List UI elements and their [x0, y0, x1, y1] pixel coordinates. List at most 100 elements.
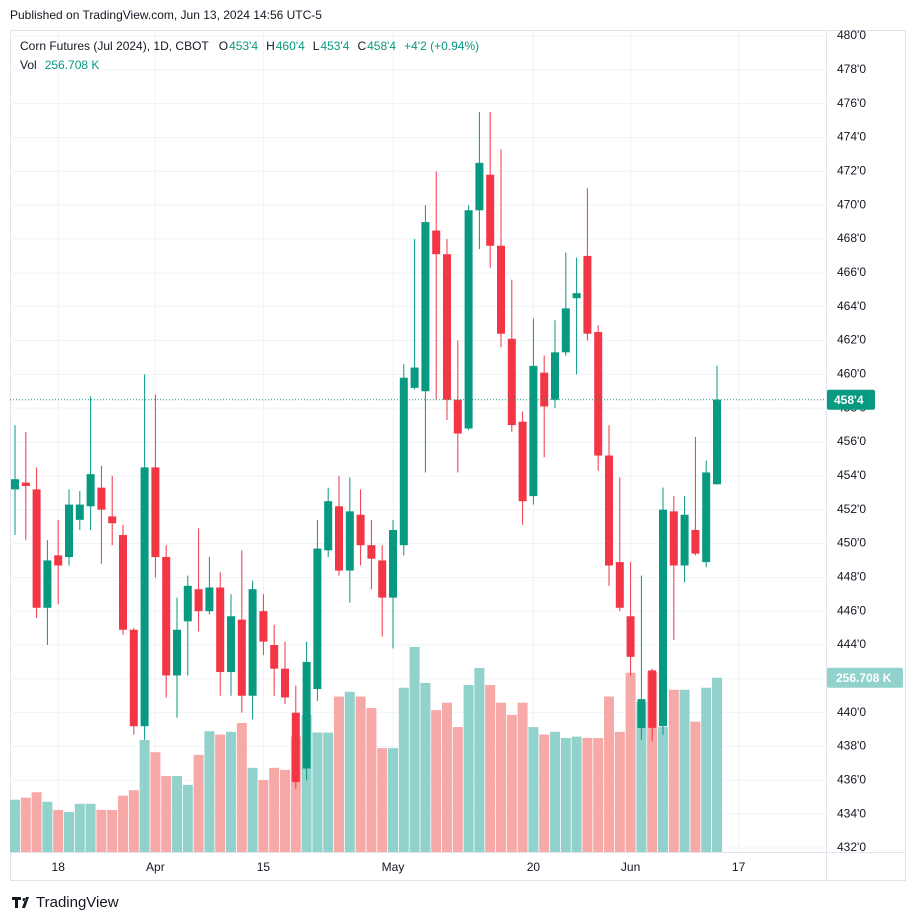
candle-body [281, 668, 289, 698]
candle-body [183, 585, 192, 622]
volume-bar [431, 710, 442, 852]
y-tick-label: 474'0 [837, 130, 866, 144]
volume-bar [42, 801, 53, 852]
y-tick-label: 454'0 [837, 468, 866, 482]
candles [11, 112, 721, 789]
candle-body [507, 338, 516, 426]
y-tick-label: 450'0 [837, 536, 866, 550]
candle-body [572, 293, 581, 299]
candle-body [173, 629, 181, 676]
candle-body [313, 548, 322, 689]
y-tick-label: 460'0 [837, 367, 866, 381]
candle-body [227, 616, 235, 673]
candle-body [237, 619, 246, 696]
volume-bar [96, 809, 107, 852]
volume-bar [344, 691, 355, 852]
volume-bar [323, 732, 334, 852]
volume-bar [366, 708, 377, 852]
candle-body [32, 489, 41, 608]
volume-bar [604, 696, 614, 852]
axes: 432'0434'0436'0438'0440'0442'0444'0446'0… [10, 28, 903, 874]
candle-body [432, 230, 441, 255]
candle-body [205, 587, 214, 612]
candle-body [11, 479, 19, 490]
volume-bar [74, 803, 85, 852]
candle-body [399, 377, 408, 546]
y-tick-label: 436'0 [837, 773, 866, 787]
candle-body [551, 352, 559, 400]
volume-bar [236, 723, 247, 852]
candle-body [248, 589, 257, 696]
x-tick-label: Apr [146, 860, 165, 874]
volume-bar [452, 727, 463, 852]
candle-body [410, 367, 419, 388]
candle-body [659, 509, 667, 727]
candle-body [421, 222, 430, 392]
x-tick-label: Jun [621, 860, 640, 874]
volume-bar [85, 803, 96, 852]
volume-bar [355, 696, 366, 852]
y-tick-label: 462'0 [837, 333, 866, 347]
y-tick-label: 438'0 [837, 739, 866, 753]
legend-key: C [357, 39, 366, 53]
volume-bar [150, 752, 161, 852]
candle-body [378, 560, 387, 598]
candle-body [140, 467, 149, 727]
volume-bar [118, 795, 128, 852]
brand-name: TradingView [36, 894, 119, 911]
y-tick-label: 446'0 [837, 603, 866, 617]
volume-bar [463, 685, 474, 852]
volume-bar [280, 769, 290, 852]
y-tick-label: 466'0 [837, 265, 866, 279]
volume-bar [582, 737, 593, 852]
volume-bar [517, 702, 528, 852]
legend-value: 460'4 [276, 39, 305, 53]
logo [12, 897, 29, 908]
y-tick-label: 440'0 [837, 705, 866, 719]
brand: TradingView [12, 894, 119, 911]
volume-bar [182, 784, 193, 852]
volume-bar [204, 731, 215, 852]
candle-body [345, 511, 354, 571]
legend: Corn Futures (Jul 2024), 1D, CBOT O 453'4 H… [20, 39, 479, 72]
volume-bar [226, 731, 236, 852]
volume-bar [409, 647, 420, 852]
candle-body [335, 506, 343, 571]
volume-bar [193, 754, 204, 852]
candle-body [43, 560, 52, 608]
volume-bar [334, 696, 344, 852]
volume-bar [614, 731, 625, 852]
volume-bar [625, 672, 636, 852]
x-tick-label: 20 [527, 860, 541, 874]
volume-tag [827, 667, 903, 688]
volume-bar [377, 748, 388, 852]
candle-body [680, 514, 689, 566]
last-price-label: 458'4 [834, 393, 864, 407]
candle-body [86, 474, 95, 507]
volume-bar [636, 701, 647, 852]
candle-body [54, 555, 63, 566]
y-tick-label: 464'0 [837, 299, 866, 313]
candle-body [475, 162, 484, 211]
candle-body [151, 467, 160, 558]
candle-body [648, 670, 657, 728]
candle-body [443, 254, 451, 400]
volume-tag-label: 256.708 K [836, 671, 892, 685]
volume-bar [474, 668, 485, 852]
volume-bar [269, 767, 280, 852]
y-tick-label: 480'0 [837, 28, 866, 42]
candle-body [594, 332, 603, 456]
volume-bar [31, 792, 42, 852]
volume-bar [20, 797, 31, 852]
volume-bar [485, 685, 496, 852]
candle-body [486, 174, 495, 246]
legend-value: 453'4 [229, 39, 258, 53]
volume-bar [550, 731, 560, 852]
volume-name: Vol [20, 58, 37, 72]
volume-value: 256.708 K [45, 58, 100, 72]
y-tick-label: 432'0 [837, 840, 866, 854]
volume-bar [539, 734, 550, 852]
candle-body [194, 589, 203, 612]
candle-body [162, 557, 171, 676]
volume-bar [312, 732, 323, 852]
